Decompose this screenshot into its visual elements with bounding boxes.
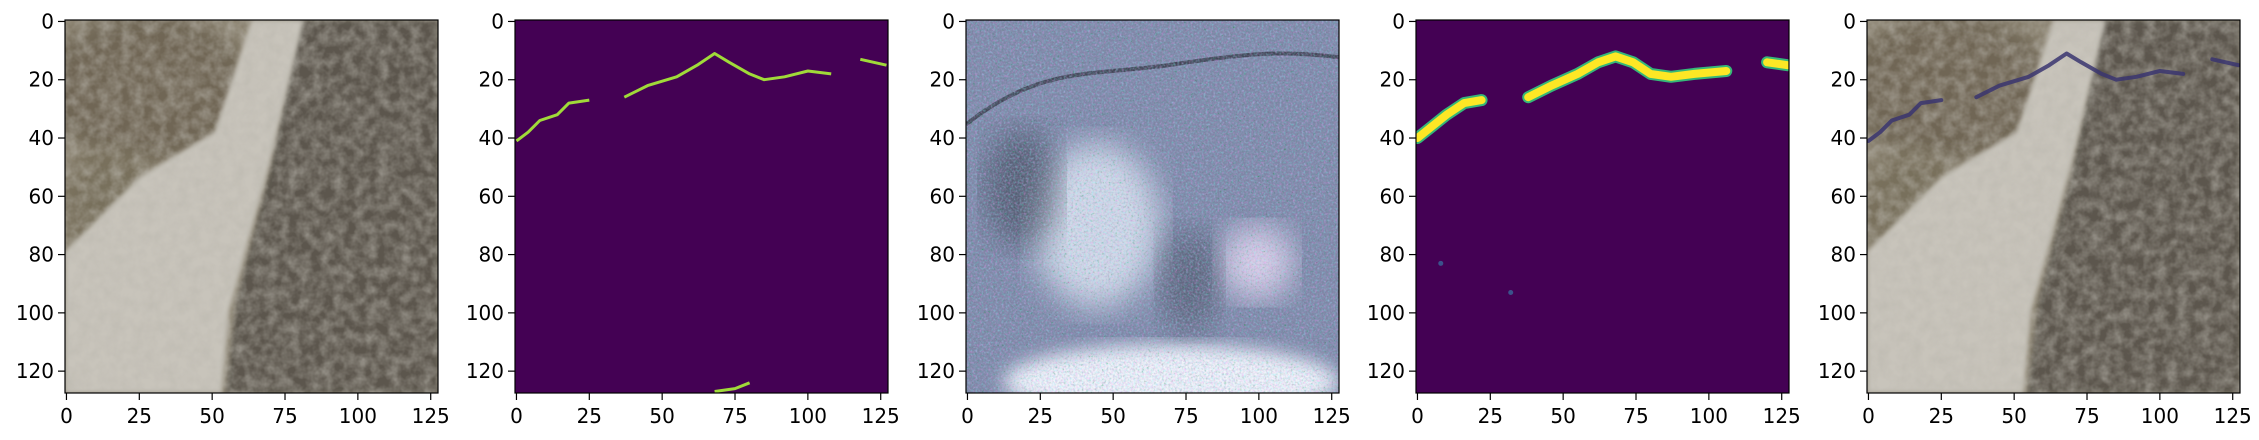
crack-prob-line [1524,52,1731,102]
y-tick-label: 0 [1843,9,1856,33]
y-tick-label: 0 [942,9,955,33]
x-tick-label: 100 [789,404,827,428]
y-tick-label: 40 [1380,126,1405,150]
y-tick-label: 0 [1392,9,1405,33]
texture-noise [1867,20,2240,393]
y-tick-label: 20 [1380,68,1405,92]
image-area [65,20,438,393]
y-tick-label: 60 [1380,184,1405,208]
y-tick-label: 100 [466,301,504,325]
axes-frame [965,19,1340,394]
image-area [1867,20,2240,393]
x-tick-label: 25 [127,404,152,428]
axes-frame [1415,19,1790,394]
prob-spot [1438,260,1444,266]
y-tick-label: 20 [930,68,955,92]
x-tick-label: 25 [1929,404,1954,428]
x-tick-label: 50 [199,404,224,428]
x-tick-label: 100 [2141,404,2179,428]
x-tick-label: 25 [1028,404,1053,428]
crack-overlay [1867,98,1944,143]
x-tick-label: 125 [1313,404,1351,428]
y-tick-label: 120 [16,359,54,383]
y-tick-label: 120 [1367,359,1405,383]
y-tick-label: 120 [1818,359,1856,383]
axes-frame [64,19,439,394]
y-tick-label: 100 [917,301,955,325]
y-tick-label: 120 [466,359,504,383]
x-tick-label: 75 [272,404,297,428]
crack-mask-line [714,381,751,393]
x-tick-label: 50 [2001,404,2026,428]
subplot-1: 0 25 50 75 100 125 0 20 40 60 80 100 120 [16,9,450,428]
prob-spot [1508,289,1514,295]
x-tick-label: 25 [577,404,602,428]
y-tick-label: 40 [1831,126,1856,150]
y-tick-label: 0 [41,9,54,33]
image-area [515,20,888,393]
y-tick-label: 60 [29,184,54,208]
x-tick-label: 125 [862,404,900,428]
x-tick-label: 50 [1100,404,1125,428]
y-tick-label: 40 [930,126,955,150]
y-tick-label: 80 [29,243,54,267]
subplot-5: 0 25 50 75 100 125 0 20 40 60 80 100 120 [1818,9,2252,428]
y-tick-label: 100 [1818,301,1856,325]
x-tick-label: 0 [1862,404,1875,428]
y-tick-label: 80 [1831,243,1856,267]
x-tick-label: 0 [1411,404,1424,428]
x-tick-label: 50 [1550,404,1575,428]
x-tick-label: 0 [510,404,523,428]
y-tick-label: 80 [1380,243,1405,267]
x-tick-label: 0 [961,404,974,428]
image-area [1416,20,1789,393]
mask-background [515,20,888,393]
x-tick-label: 125 [412,404,450,428]
crack-overlay [2210,57,2240,68]
crack-mask-line [859,57,887,67]
y-tick-label: 20 [1831,68,1856,92]
y-tick-label: 100 [1367,301,1405,325]
y-tick-label: 60 [479,184,504,208]
subplot-4: 0 25 50 75 100 125 0 20 40 60 80 100 120 [1367,9,1801,428]
y-tick-label: 0 [491,9,504,33]
y-tick-label: 60 [930,184,955,208]
x-tick-label: 125 [1763,404,1801,428]
x-tick-label: 0 [60,404,73,428]
y-tick-label: 20 [479,68,504,92]
x-tick-label: 50 [649,404,674,428]
axes-frame [1866,19,2241,394]
crack-mask-line [515,98,590,143]
x-tick-label: 100 [1690,404,1728,428]
axes-frame [514,19,889,394]
x-tick-label: 100 [1240,404,1278,428]
x-tick-label: 75 [1623,404,1648,428]
subplot-2: 0 25 50 75 100 125 0 20 40 60 80 100 120 [466,9,900,428]
x-tick-label: 100 [339,404,377,428]
y-tick-label: 40 [479,126,504,150]
cyan-speckle [966,20,1339,393]
crack-prob-line [1416,96,1486,142]
y-tick-label: 20 [29,68,54,92]
crack-prob-line [1763,58,1789,70]
y-tick-label: 40 [29,126,54,150]
y-tick-label: 100 [16,301,54,325]
crack-mask-line [623,52,832,99]
x-tick-label: 25 [1478,404,1503,428]
subplot-3: 0 25 50 75 100 125 0 20 40 60 80 100 120 [917,9,1351,428]
y-tick-label: 80 [479,243,504,267]
y-tick-label: 80 [930,243,955,267]
y-tick-label: 60 [1831,184,1856,208]
y-tick-label: 120 [917,359,955,383]
x-tick-label: 75 [2074,404,2099,428]
texture-noise [65,20,438,393]
x-tick-label: 75 [1173,404,1198,428]
image-area [966,20,1339,393]
crack-overlay [1974,51,2186,100]
x-tick-label: 75 [722,404,747,428]
x-tick-label: 125 [2214,404,2252,428]
map-background [1416,20,1789,393]
